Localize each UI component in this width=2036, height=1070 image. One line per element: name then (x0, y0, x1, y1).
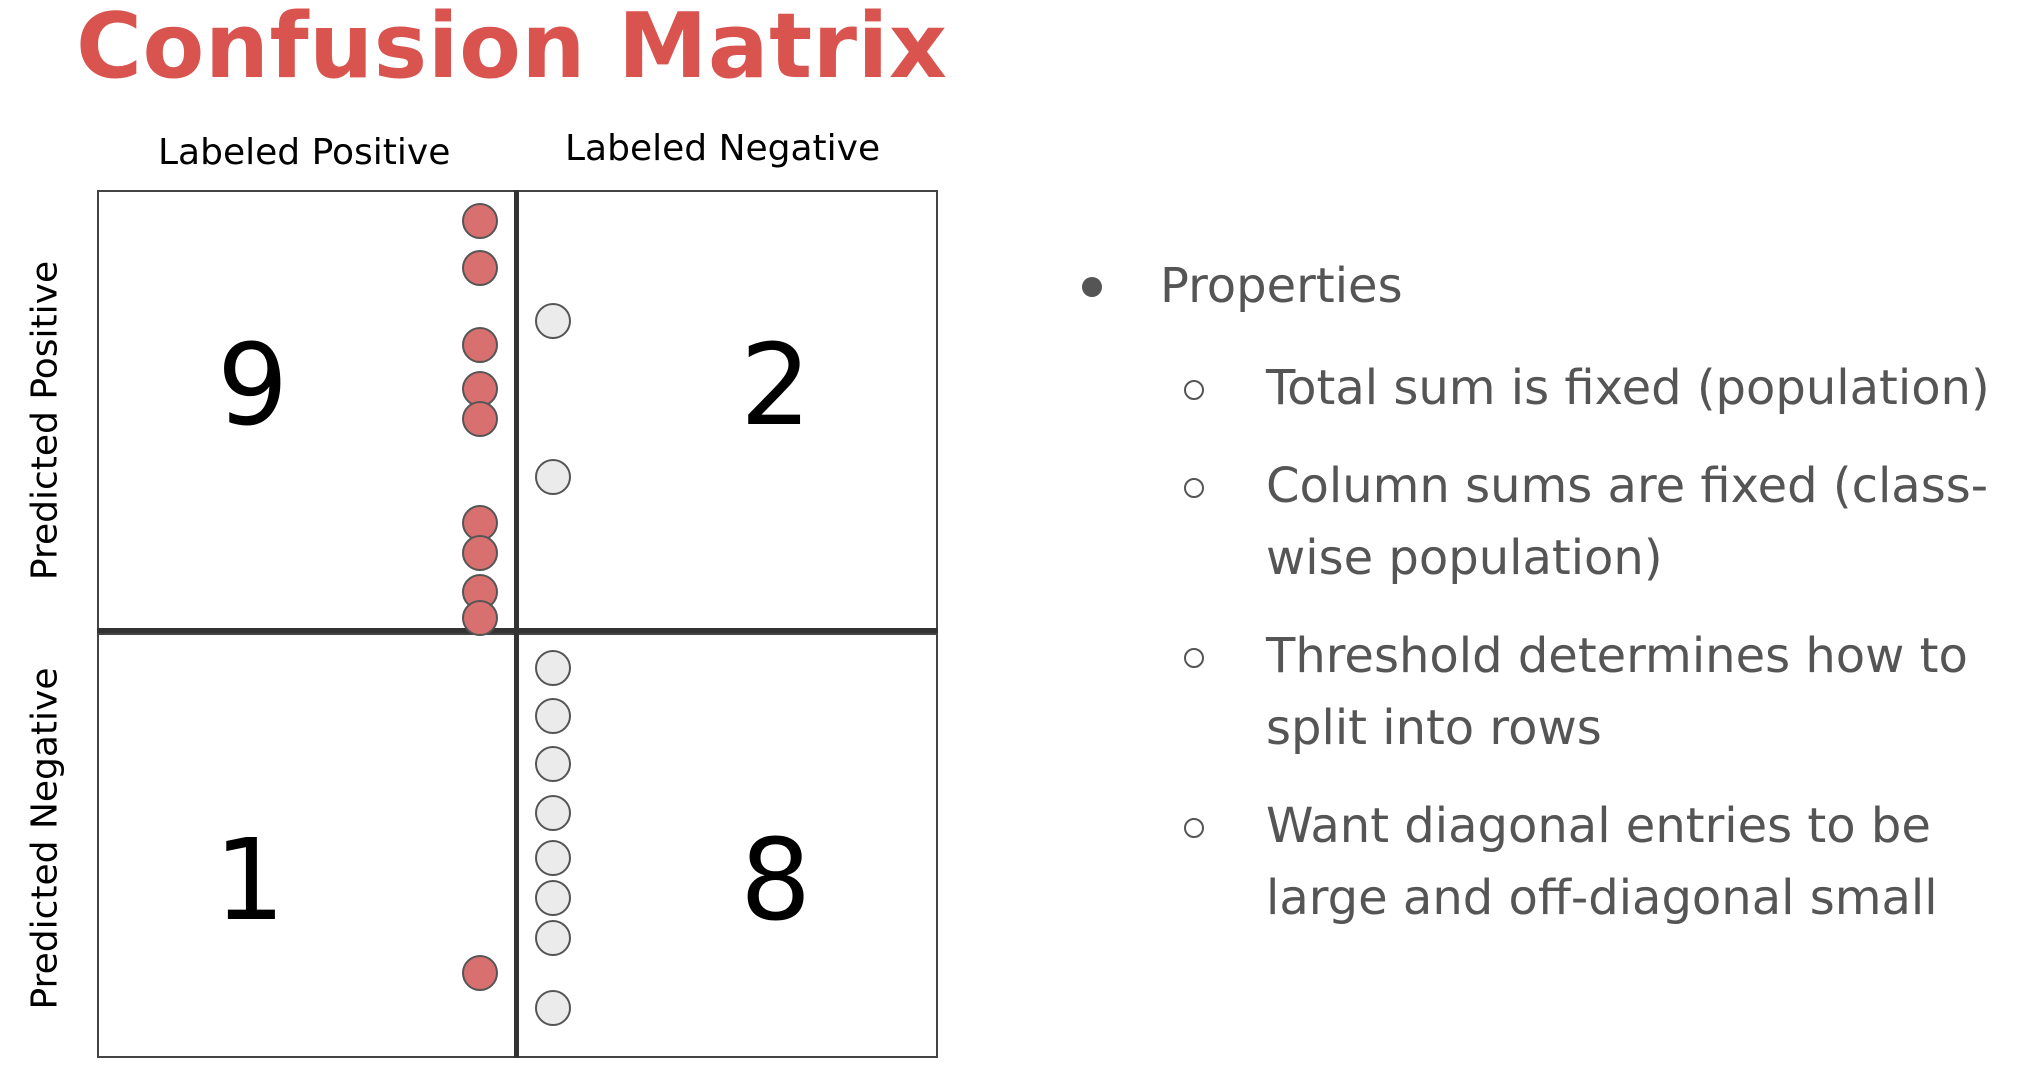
cell-true-negative: 8 (517, 633, 938, 1058)
positive-sample-dot (462, 600, 498, 636)
positive-sample-dot (462, 535, 498, 571)
column-label-labeled-negative: Labeled Negative (565, 128, 881, 169)
filled-bullet-icon (1082, 277, 1102, 297)
negative-sample-dot (535, 880, 571, 916)
negative-sample-dot (535, 990, 571, 1026)
properties-heading: Properties (1160, 258, 1403, 314)
cell-false-positive: 2 (517, 190, 938, 630)
property-text: Column sums are fixed (class-wise popula… (1266, 458, 1989, 586)
cell-true-positive: 9 (97, 190, 517, 630)
negative-sample-dot (535, 303, 571, 339)
negative-sample-dot (535, 795, 571, 831)
hollow-bullet-icon (1184, 818, 1204, 838)
hollow-bullet-icon (1184, 478, 1204, 498)
negative-sample-dot (535, 920, 571, 956)
true-negative-count: 8 (740, 816, 812, 946)
row-label-predicted-negative: Predicted Negative (24, 667, 66, 1010)
negative-sample-dot (535, 698, 571, 734)
positive-sample-dot (462, 327, 498, 363)
slide-title: Confusion Matrix (76, 0, 948, 99)
positive-sample-dot (462, 955, 498, 991)
negative-sample-dot (535, 459, 571, 495)
threshold-divider-vertical (514, 190, 519, 1058)
true-positive-count: 9 (217, 321, 289, 451)
property-item: Column sums are fixed (class-wise popula… (1060, 450, 2020, 594)
column-label-labeled-positive: Labeled Positive (158, 132, 451, 173)
property-text: Threshold determines how to split into r… (1266, 628, 1968, 756)
property-text: Want diagonal entries to be large and of… (1266, 798, 1938, 926)
property-item: Want diagonal entries to be large and of… (1060, 790, 2020, 934)
property-text: Total sum is fixed (population) (1266, 360, 1990, 416)
cell-false-negative: 1 (97, 633, 517, 1058)
negative-sample-dot (535, 746, 571, 782)
negative-sample-dot (535, 650, 571, 686)
properties-list: Properties Total sum is fixed (populatio… (1060, 250, 2020, 960)
positive-sample-dot (462, 203, 498, 239)
negative-sample-dot (535, 840, 571, 876)
matrix-divider-horizontal (97, 628, 938, 633)
positive-sample-dot (462, 250, 498, 286)
hollow-bullet-icon (1184, 648, 1204, 668)
properties-heading-item: Properties (1060, 250, 2020, 322)
false-negative-count: 1 (214, 816, 286, 946)
property-item: Threshold determines how to split into r… (1060, 620, 2020, 764)
hollow-bullet-icon (1184, 380, 1204, 400)
positive-sample-dot (462, 401, 498, 437)
property-item: Total sum is fixed (population) (1060, 352, 2020, 424)
row-label-predicted-positive: Predicted Positive (24, 260, 66, 581)
false-positive-count: 2 (740, 321, 812, 451)
